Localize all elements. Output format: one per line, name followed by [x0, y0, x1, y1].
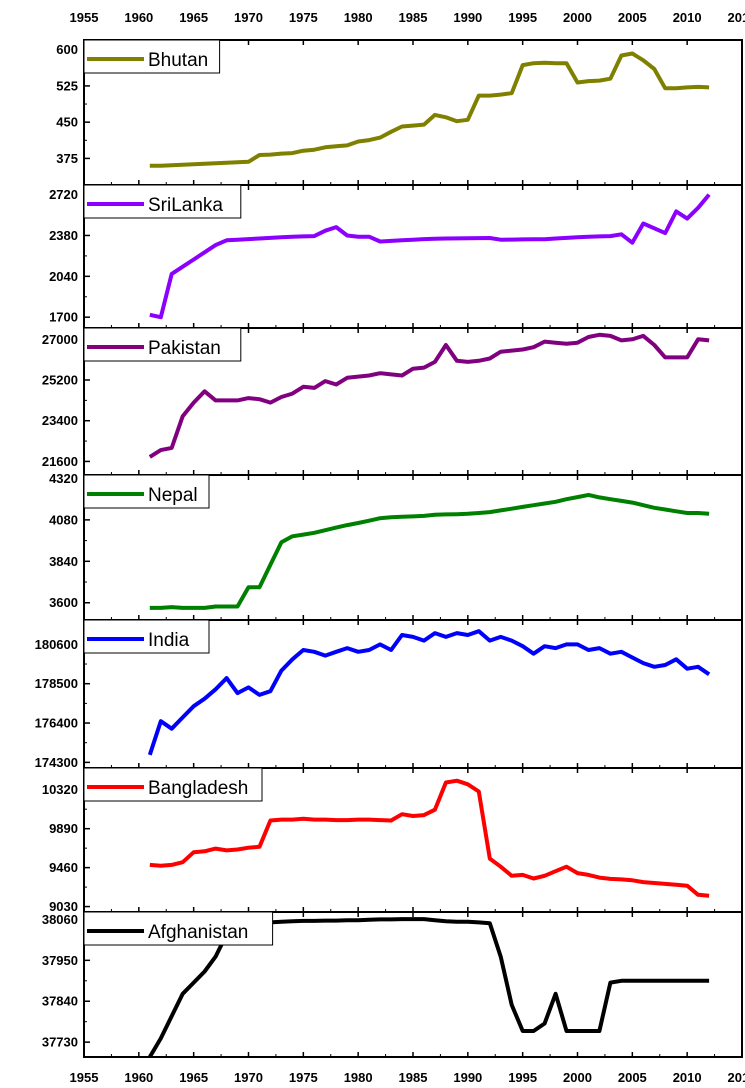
bottom-x-tick-label: 1955 — [70, 1070, 99, 1085]
top-x-tick-label: 2000 — [563, 10, 592, 25]
y-tick-label: 174300 — [35, 755, 78, 770]
y-tick-label: 3600 — [49, 595, 78, 610]
bottom-x-axis-labels: 1955 1960 1965 1970 1975 1980 1985 1990 1995 2000… — [70, 1070, 745, 1085]
legend-label: India — [148, 630, 190, 651]
y-tick-label: 4320 — [49, 471, 78, 486]
bottom-x-tick-label: 1980 — [344, 1070, 373, 1085]
panel-bhutan: 375 450 525 600 Bhutan — [56, 39, 743, 186]
panel-srilanka: 1700 2040 2380 2720 SriLanka — [49, 184, 743, 329]
legend-box — [83, 184, 242, 219]
legend-box — [83, 327, 242, 362]
series-line-srilanka — [149, 193, 711, 320]
y-tick-label: 176400 — [35, 716, 78, 731]
legend-label: Bangladesh — [148, 778, 248, 799]
y-tick-label: 23400 — [42, 413, 78, 428]
legend: Bangladesh — [83, 767, 263, 802]
top-x-tick-label: 1980 — [344, 10, 373, 25]
legend-box — [83, 911, 274, 946]
legend-label: Nepal — [148, 485, 198, 506]
series-line-bangladesh — [149, 778, 710, 898]
y-tick-label: 180600 — [35, 637, 78, 652]
series-line-bhutan — [149, 51, 710, 168]
legend-box — [83, 767, 263, 802]
panel-nepal: 3600 3840 4080 4320 Nepal — [49, 471, 743, 621]
y-tick-label: 10320 — [42, 782, 78, 797]
y-tick-label: 9890 — [49, 821, 78, 836]
top-x-tick-label: 2010 — [673, 10, 702, 25]
top-x-tick-label: 1955 — [70, 10, 99, 25]
legend: SriLanka — [83, 184, 242, 219]
panel-pakistan: 21600 23400 25200 27000 Pakistan — [42, 327, 743, 476]
bottom-x-tick-label: 1995 — [508, 1070, 537, 1085]
bottom-x-tick-label: 1990 — [453, 1070, 482, 1085]
top-x-tick-label: 1960 — [124, 10, 153, 25]
bottom-x-tick-label: 1960 — [124, 1070, 153, 1085]
y-tick-label: 37730 — [42, 1035, 78, 1050]
y-tick-label: 2040 — [49, 269, 78, 284]
top-x-tick-label: 1970 — [234, 10, 263, 25]
bottom-x-tick-label: 1985 — [399, 1070, 428, 1085]
y-tick-label: 2380 — [49, 228, 78, 243]
y-tick-label: 9460 — [49, 860, 78, 875]
legend-label: Pakistan — [148, 338, 221, 359]
y-tick-label: 375 — [56, 151, 78, 166]
top-x-tick-label: 1995 — [508, 10, 537, 25]
top-x-tick-label: 2015 — [728, 10, 745, 25]
series-line-pakistan — [148, 332, 710, 459]
bottom-x-tick-label: 2005 — [618, 1070, 647, 1085]
legend-label: Bhutan — [148, 50, 208, 71]
legend: Nepal — [83, 474, 210, 509]
legend-box — [83, 619, 210, 654]
top-x-tick-label: 1965 — [179, 10, 208, 25]
y-tick-label: 4080 — [49, 512, 78, 527]
top-x-axis-labels: 1955 1960 1965 1970 1975 1980 1985 1990 1995 2000… — [70, 10, 745, 25]
y-tick-label: 27000 — [42, 332, 78, 347]
top-x-tick-label: 1990 — [453, 10, 482, 25]
bottom-x-tick-label: 1975 — [289, 1070, 318, 1085]
y-tick-label: 600 — [56, 42, 78, 57]
bottom-x-tick-label: 2010 — [673, 1070, 702, 1085]
legend-label: Afghanistan — [148, 922, 248, 943]
panel-afghanistan: 37730 37840 37950 38060 Afghanistan — [42, 911, 743, 1059]
y-tick-label: 178500 — [35, 676, 78, 691]
bottom-x-tick-label: 1965 — [179, 1070, 208, 1085]
top-x-tick-label: 2005 — [618, 10, 647, 25]
y-tick-label: 3840 — [49, 554, 78, 569]
y-tick-label: 37950 — [42, 953, 78, 968]
legend-box — [83, 39, 221, 74]
bottom-x-tick-label: 2000 — [563, 1070, 592, 1085]
y-tick-label: 37840 — [42, 994, 78, 1009]
legend: Afghanistan — [83, 911, 274, 946]
bottom-x-tick-label: 1970 — [234, 1070, 263, 1085]
chart-panels: 375 450 525 600 Bhutan 1700 2040 2380 2720 SriLan… — [35, 39, 743, 1059]
bottom-x-tick-label: 2015 — [728, 1070, 745, 1085]
panel-india: 174300 176400 178500 180600 India — [35, 619, 743, 770]
y-tick-label: 25200 — [42, 373, 78, 388]
y-tick-label: 450 — [56, 115, 78, 130]
top-x-tick-label: 1975 — [289, 10, 318, 25]
legend: India — [83, 619, 210, 654]
y-tick-label: 1700 — [49, 310, 78, 325]
y-tick-label: 525 — [56, 78, 78, 93]
legend: Pakistan — [83, 327, 242, 362]
series-line-india — [147, 629, 711, 756]
legend-label: SriLanka — [148, 195, 223, 216]
legend: Bhutan — [83, 39, 221, 74]
y-tick-label: 2720 — [49, 187, 78, 202]
y-tick-label: 38060 — [42, 912, 78, 927]
y-tick-label: 21600 — [42, 454, 78, 469]
y-tick-label: 9030 — [49, 899, 78, 914]
panel-bangladesh: 9030 9460 9890 10320 Bangladesh — [42, 767, 743, 914]
legend-box — [83, 474, 210, 509]
top-x-tick-label: 1985 — [399, 10, 428, 25]
series-line-nepal — [149, 492, 710, 610]
